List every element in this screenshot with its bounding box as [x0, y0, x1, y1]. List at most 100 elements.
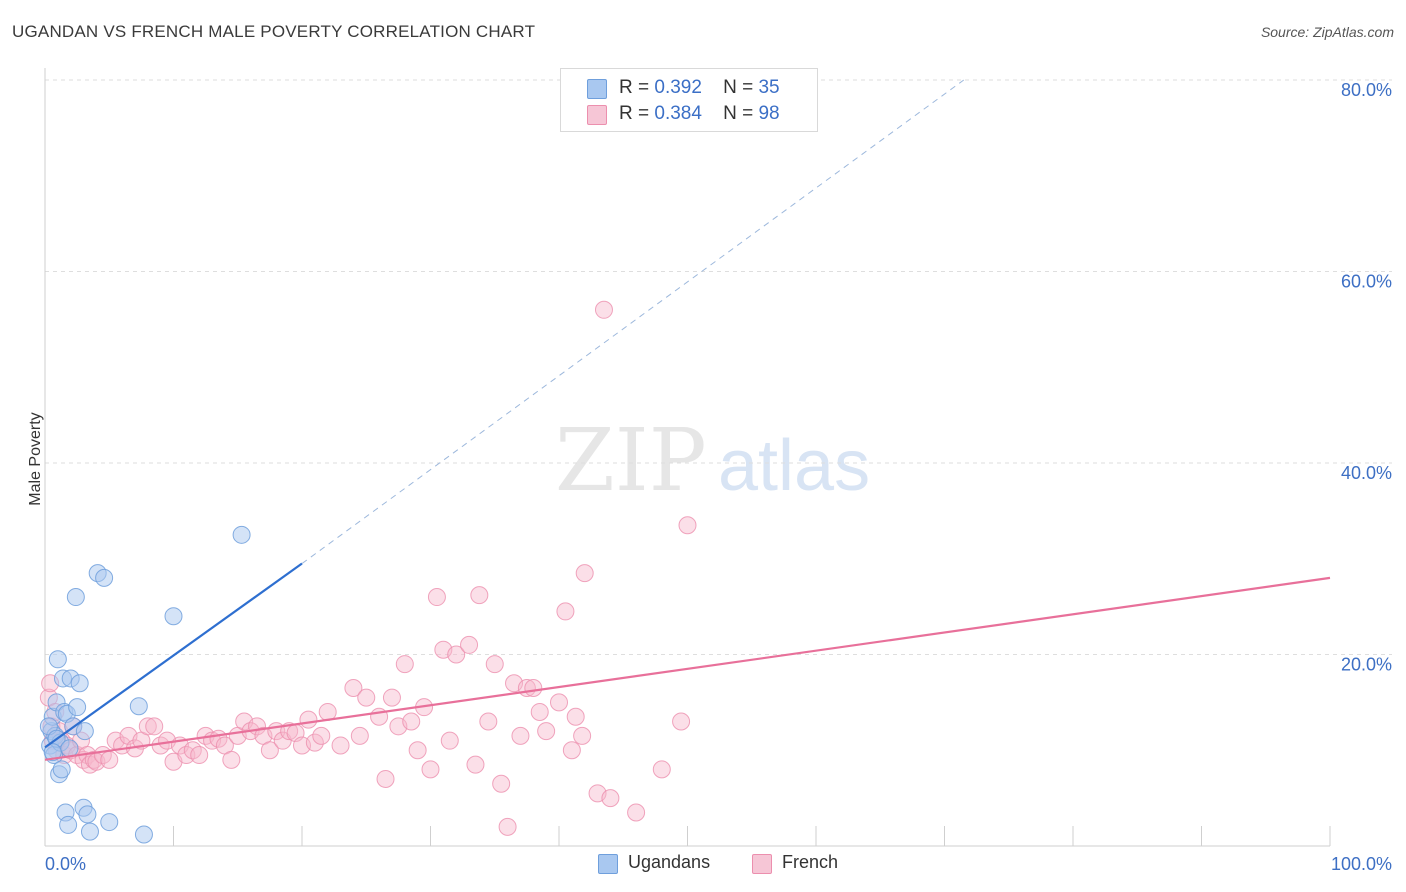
legend-swatch-ugandans — [587, 79, 607, 99]
legend-r-label: R = — [619, 103, 650, 124]
legend-n-label: N = — [723, 103, 754, 124]
x-tick-labels: 0.0% 100.0% — [45, 854, 1392, 874]
y-tick-label: 60.0% — [1341, 272, 1392, 292]
french-point — [498, 817, 517, 836]
french-point — [331, 736, 350, 755]
ugandan-point — [164, 607, 183, 626]
ugandan-point — [70, 674, 89, 693]
gridlines — [45, 79, 1392, 655]
bottom-legend-swatch-ugandans — [598, 854, 618, 874]
watermark-atlas: atlas — [718, 426, 870, 506]
french-trend-line — [44, 576, 1331, 761]
legend: R = 0.392 N = 35 R = 0.384 N = 98 — [560, 68, 818, 132]
x-tick-label-max: 100.0% — [1331, 854, 1392, 874]
y-tick-label: 40.0% — [1341, 463, 1392, 483]
french-point — [537, 722, 556, 741]
y-tick-labels: 20.0% 40.0% 60.0% 80.0% — [1341, 80, 1392, 675]
french-points — [39, 300, 697, 836]
ugandans-trend-line — [44, 562, 303, 749]
french-point — [222, 750, 241, 769]
chart-title: UGANDAN VS FRENCH MALE POVERTY CORRELATI… — [12, 22, 536, 41]
ugandan-point — [68, 698, 87, 717]
french-point — [100, 750, 119, 769]
french-point — [573, 726, 592, 745]
legend-text-ugandans: R = 0.392 N = 35 — [619, 77, 780, 99]
ugandans-points — [39, 525, 251, 844]
source-label: Source: ZipAtlas.com — [1260, 24, 1394, 40]
legend-n-value-french: 98 — [758, 103, 780, 124]
french-point — [382, 688, 401, 707]
french-point — [357, 688, 376, 707]
bottom-legend-swatch-french — [752, 854, 772, 874]
y-tick-label: 80.0% — [1341, 80, 1392, 100]
watermark: ZIP atlas — [555, 411, 870, 511]
french-point — [190, 746, 209, 765]
french-point — [344, 679, 363, 698]
french-point — [305, 733, 324, 752]
french-point — [562, 741, 581, 760]
ugandan-point — [66, 588, 85, 607]
trend-lines — [44, 79, 1331, 761]
ugandans-trend-extension — [301, 79, 965, 564]
bottom-legend-label-french: French — [782, 852, 839, 872]
ugandan-point — [129, 697, 148, 716]
french-point — [492, 774, 511, 793]
ugandan-point — [48, 650, 67, 669]
french-point — [427, 588, 446, 607]
watermark-zip: ZIP — [555, 411, 707, 511]
french-point — [299, 710, 318, 729]
french-point — [550, 693, 568, 712]
french-point — [627, 803, 646, 822]
legend-text-french: R = 0.384 N = 98 — [619, 103, 780, 125]
ugandan-point — [78, 805, 97, 824]
french-point — [566, 707, 585, 726]
french-point — [312, 726, 331, 745]
ugandan-point — [59, 815, 78, 834]
y-axis-label-container: Male Poverty — [16, 390, 44, 530]
french-point — [530, 702, 549, 721]
french-point — [652, 760, 671, 779]
ugandan-point — [60, 739, 79, 758]
french-point — [485, 655, 504, 674]
y-tick-label: 20.0% — [1341, 655, 1392, 675]
ugandan-point — [80, 822, 99, 841]
legend-swatch-french — [587, 105, 607, 125]
french-point — [440, 731, 459, 750]
legend-r-value-french: 0.384 — [654, 103, 702, 124]
french-point — [524, 679, 543, 698]
french-point — [376, 769, 395, 788]
french-point — [408, 741, 427, 760]
french-point — [479, 712, 498, 731]
bottom-legend-label-ugandans: Ugandans — [628, 852, 711, 872]
legend-r-value-ugandans: 0.392 — [654, 77, 702, 98]
french-point — [421, 760, 440, 779]
french-point — [84, 750, 103, 769]
ugandan-point — [100, 813, 119, 832]
french-point — [470, 586, 489, 605]
french-point — [594, 300, 613, 319]
ugandan-point — [232, 525, 251, 544]
x-tick-label-min: 0.0% — [45, 854, 86, 874]
french-point — [260, 741, 279, 760]
ugandan-point — [43, 743, 62, 762]
french-point — [138, 717, 157, 736]
french-point — [556, 602, 575, 621]
ugandan-point — [134, 825, 153, 844]
french-point — [402, 712, 421, 731]
ugandan-point — [52, 760, 71, 779]
french-point — [395, 655, 414, 674]
french-point — [460, 635, 479, 654]
french-point — [601, 789, 620, 808]
legend-n-value-ugandans: 35 — [758, 77, 780, 98]
french-point — [145, 717, 164, 736]
french-point — [447, 645, 466, 664]
french-point — [511, 726, 530, 745]
french-point — [678, 516, 697, 535]
ugandan-point — [95, 568, 114, 587]
legend-r-label: R = — [619, 77, 650, 98]
ugandan-point — [75, 722, 94, 741]
french-point — [575, 564, 594, 583]
legend-n-label: N = — [723, 77, 754, 98]
french-point — [672, 712, 691, 731]
